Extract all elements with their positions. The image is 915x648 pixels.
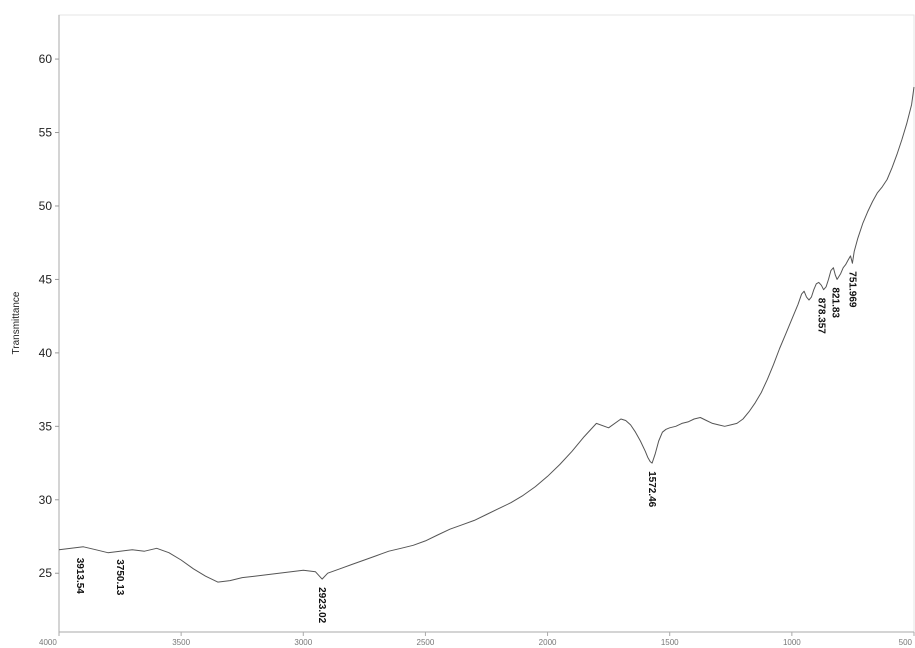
peak-label: 1572.46 xyxy=(646,471,657,508)
x-tick-label: 2500 xyxy=(417,638,435,647)
y-tick-label: 25 xyxy=(39,566,53,580)
y-tick-label: 35 xyxy=(39,419,53,433)
x-tick-label: 1500 xyxy=(661,638,679,647)
peak-label: 3750.13 xyxy=(114,559,125,596)
x-tick-label: 2000 xyxy=(539,638,557,647)
peak-label: 2923.02 xyxy=(316,587,327,624)
x-tick-label: 3500 xyxy=(172,638,190,647)
x-ticks: 4000 3500 3000 2500 2000 1500 1000 500 xyxy=(39,632,915,647)
peak-label: 821.83 xyxy=(829,287,840,318)
y-tick-label: 45 xyxy=(39,272,53,286)
plot-frame xyxy=(58,14,915,633)
x-tick-label: 1000 xyxy=(783,638,801,647)
y-tick-label: 30 xyxy=(39,493,53,507)
y-tick-label: 40 xyxy=(39,346,53,360)
peak-labels: 3913.54 3750.13 2923.02 1572.46 878.357 821.8… xyxy=(74,271,857,623)
y-tick-label: 60 xyxy=(39,52,53,66)
x-tick-label: 3000 xyxy=(294,638,312,647)
y-tick-label: 55 xyxy=(39,126,53,140)
y-ticks: 25 30 35 40 45 50 55 60 xyxy=(39,52,59,580)
peak-label: 751.969 xyxy=(846,271,857,308)
y-tick-label: 50 xyxy=(39,199,53,213)
x-tick-label: 500 xyxy=(899,638,913,647)
x-tick-label: 4000 xyxy=(39,638,57,647)
peak-label: 878.357 xyxy=(816,298,827,335)
y-axis-title: Transmittance xyxy=(11,291,22,354)
transmittance-series-line xyxy=(58,86,915,583)
peak-label: 3913.54 xyxy=(74,558,85,595)
